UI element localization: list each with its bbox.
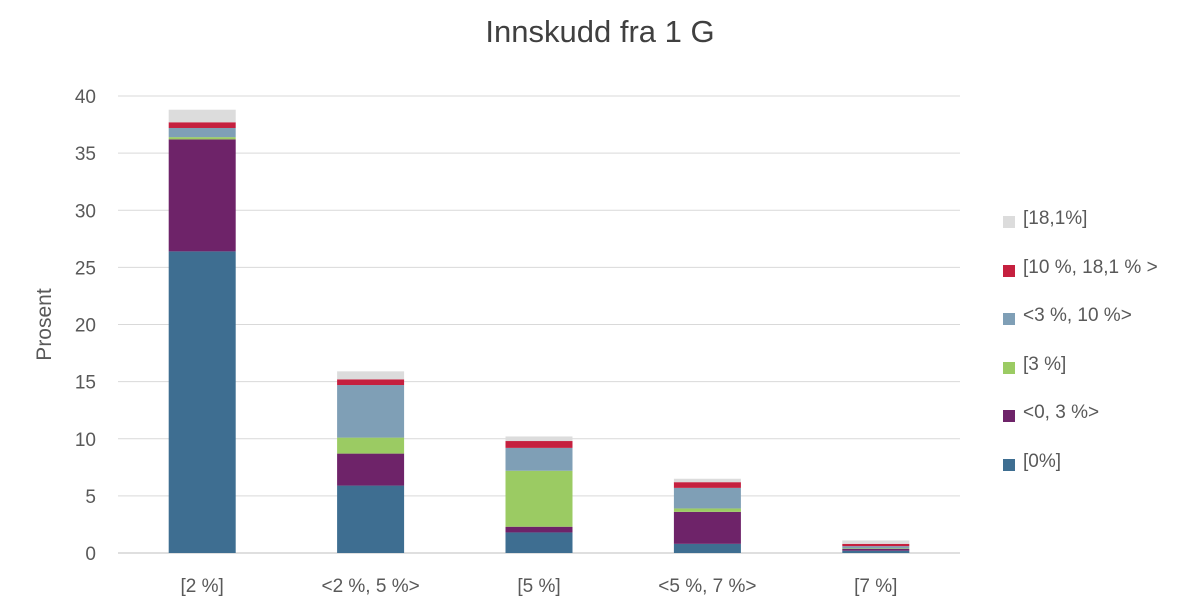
bar-segment bbox=[505, 526, 573, 533]
bar-segment bbox=[168, 122, 236, 128]
bar-segment bbox=[505, 436, 573, 442]
legend-swatch bbox=[1003, 264, 1015, 277]
bar-segment bbox=[337, 485, 405, 553]
x-tick-label: [7 %] bbox=[854, 576, 897, 597]
legend-label: [10 %, 18,1 % > bbox=[1023, 256, 1158, 278]
legend-label: [0%] bbox=[1023, 450, 1062, 472]
legend-label: <0, 3 %> bbox=[1023, 402, 1100, 423]
bar-segment bbox=[842, 550, 910, 553]
bar-segment bbox=[673, 478, 741, 483]
y-tick-label: 10 bbox=[75, 430, 96, 451]
bar-segment bbox=[842, 548, 910, 550]
bar-segment bbox=[842, 540, 910, 544]
bar-segment bbox=[673, 511, 741, 544]
legend-item: [0%] bbox=[1003, 448, 1193, 482]
y-tick-label: 30 bbox=[75, 201, 96, 222]
bar-segment bbox=[505, 447, 573, 471]
bar-segment bbox=[168, 109, 236, 123]
legend-label: [18,1%] bbox=[1023, 208, 1088, 229]
bar-segment bbox=[337, 453, 405, 486]
bar-segment bbox=[673, 482, 741, 488]
legend-label: <3 %, 10 %> bbox=[1023, 305, 1132, 326]
legend-item: <0, 3 %> bbox=[1003, 399, 1193, 433]
y-axis-label: Prosent bbox=[33, 288, 56, 361]
y-tick-label: 25 bbox=[75, 258, 96, 279]
y-tick-label: 5 bbox=[85, 487, 96, 508]
bar-segment bbox=[505, 470, 573, 527]
y-tick-label: 35 bbox=[75, 144, 96, 165]
legend-item: [18,1%] bbox=[1003, 205, 1193, 239]
legend: [18,1%] [10 %, 18,1 % > <3 %, 10 %> [3 %] <0… bbox=[1003, 205, 1193, 496]
x-tick-label: <5 %, 7 %> bbox=[658, 576, 756, 597]
legend-swatch bbox=[1003, 410, 1015, 422]
bar-segment bbox=[168, 139, 236, 252]
bar-segment bbox=[842, 546, 910, 549]
legend-swatch bbox=[1003, 216, 1015, 228]
legend-swatch bbox=[1003, 361, 1015, 374]
legend-label: [3 %] bbox=[1023, 353, 1067, 375]
legend-swatch bbox=[1003, 458, 1015, 471]
bar-segment bbox=[337, 379, 405, 386]
bar-segment bbox=[673, 487, 741, 509]
legend-item: <3 %, 10 %> bbox=[1003, 302, 1193, 336]
bar-segment bbox=[505, 532, 573, 553]
y-tick-label: 20 bbox=[75, 316, 96, 337]
bar-segment bbox=[673, 543, 741, 553]
bar-segment bbox=[842, 549, 910, 551]
chart-title: Innskudd fra 1 G bbox=[485, 14, 715, 49]
legend-swatch bbox=[1003, 313, 1015, 325]
y-tick-label: 15 bbox=[75, 373, 96, 394]
bar-segment bbox=[337, 371, 405, 380]
bar-segment bbox=[168, 137, 236, 140]
bar-segment bbox=[168, 251, 236, 553]
bar-segment bbox=[168, 127, 236, 138]
y-tick-label: 40 bbox=[75, 87, 96, 108]
bar-segment bbox=[505, 441, 573, 448]
bar-segment bbox=[842, 543, 910, 547]
x-tick-label: [2 %] bbox=[181, 576, 224, 597]
x-tick-label: [5 %] bbox=[517, 576, 560, 597]
bar-segment bbox=[337, 385, 405, 438]
bar-segment bbox=[337, 437, 405, 454]
x-tick-label: <2 %, 5 %> bbox=[321, 576, 419, 597]
y-tick-label: 0 bbox=[85, 544, 96, 565]
legend-item: [10 %, 18,1 % > bbox=[1003, 254, 1193, 288]
bar-segment bbox=[673, 508, 741, 512]
legend-item: [3 %] bbox=[1003, 351, 1193, 385]
